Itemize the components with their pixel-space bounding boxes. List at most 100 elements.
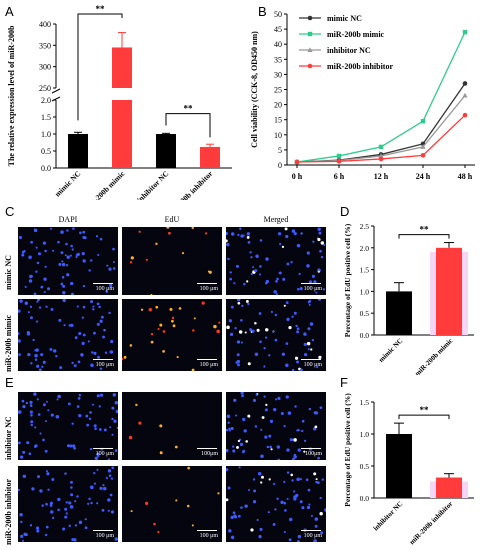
merged-dot [264, 408, 268, 412]
merged-dot [268, 478, 271, 481]
nucleus-dot [41, 365, 44, 368]
nucleus-dot [89, 447, 93, 451]
row-label-inhibitor-nc: inhibitor NC [4, 416, 13, 460]
merged-dot [235, 414, 238, 417]
nucleus-dot [30, 362, 33, 365]
merged-dot [319, 512, 323, 516]
merged-dot [319, 249, 322, 253]
tick-label-a: 350 [39, 41, 51, 50]
nucleus-dot [27, 353, 31, 357]
tick-label-d-y: 1.5 [360, 266, 370, 275]
merged-dot [299, 478, 302, 481]
nucleus-dot [42, 438, 45, 442]
merged-dot [300, 232, 303, 235]
nucleus-dot [45, 525, 49, 529]
merged-dot [228, 319, 232, 323]
nucleus-dot [107, 509, 110, 512]
nucleus-dot [43, 291, 46, 294]
nucleus-dot [109, 283, 113, 288]
nucleus-dot [92, 305, 95, 308]
nucleus-dot [21, 250, 25, 254]
tick-label-d-y: 2.0 [360, 244, 370, 253]
nucleus-dot [108, 474, 112, 477]
merged-dot [226, 325, 230, 330]
merged-dot [253, 489, 257, 493]
nucleus-dot [90, 300, 94, 304]
tick-label-f-y: 0.0 [360, 494, 370, 503]
nucleus-dot [38, 306, 42, 309]
merged-dot [275, 293, 278, 295]
edu-dot [217, 492, 220, 495]
nucleus-dot [35, 320, 39, 323]
nucleus-dot [75, 255, 78, 259]
legend-label-mir-200b-mimic: miR-200b mimic [327, 30, 385, 39]
merged-dot [242, 234, 245, 237]
column-header-edu: EdU [164, 215, 180, 224]
nucleus-dot [81, 316, 84, 319]
panel-label-e: E [5, 375, 14, 390]
merged-dot [275, 279, 278, 283]
nucleus-dot [114, 400, 118, 405]
scale-bar [197, 359, 217, 360]
merged-dot [254, 425, 258, 428]
nucleus-dot [65, 501, 68, 504]
nucleus-dot [110, 339, 114, 344]
scale-bar-label: 100 μm [303, 533, 322, 539]
nucleus-dot [76, 305, 79, 308]
tick-label-b-x: 12 h [374, 172, 389, 181]
merged-dot [255, 254, 259, 258]
edu-dot [128, 435, 133, 440]
merged-dot [313, 411, 317, 415]
nucleus-dot [55, 354, 58, 358]
nucleus-dot [46, 472, 50, 476]
merged-dot [291, 479, 294, 482]
merged-dot [306, 341, 311, 346]
merged-dot [293, 497, 297, 501]
merged-dot [230, 305, 234, 309]
merged-dot [248, 489, 251, 492]
nucleus-dot [36, 261, 40, 265]
merged-dot [228, 529, 232, 533]
scale-bar [301, 359, 321, 360]
merged-dot [291, 315, 294, 318]
merged-dot [239, 227, 242, 230]
nucleus-dot [33, 292, 37, 295]
nucleus-dot [34, 349, 37, 352]
merged-dot [294, 356, 299, 360]
nucleus-dot [107, 458, 111, 460]
nucleus-dot [62, 291, 66, 295]
merged-dot [289, 438, 293, 442]
merged-dot [274, 313, 278, 317]
nucleus-dot [40, 353, 44, 357]
merged-dot [290, 261, 293, 264]
nucleus-dot [35, 348, 39, 352]
merged-dot [293, 311, 297, 315]
nucleus-dot [21, 539, 24, 542]
merged-dot [226, 239, 228, 243]
nucleus-dot [40, 285, 44, 289]
merged-dot [240, 318, 243, 322]
edu-dot [129, 261, 133, 264]
edu-dot [159, 323, 163, 327]
nucleus-dot [96, 302, 100, 306]
nucleus-dot [110, 510, 115, 514]
edu-dot [174, 445, 178, 449]
nucleus-dot [18, 235, 23, 240]
nucleus-dot [71, 422, 74, 425]
nucleus-dot [41, 504, 44, 507]
merged-dot [247, 414, 251, 418]
nucleus-dot [33, 392, 37, 396]
chart-f-edu-inhibitor: 0.0 0.5 1.0 1.5 Percentage of EdU positive c… [343, 393, 474, 546]
nucleus-dot [97, 454, 100, 458]
nucleus-dot [91, 403, 95, 406]
nucleus-dot [85, 414, 89, 418]
nucleus-dot [26, 331, 31, 335]
edu-dot [193, 317, 196, 320]
nucleus-dot [69, 505, 74, 509]
nucleus-dot [106, 264, 109, 267]
merged-dot [299, 500, 303, 504]
nucleus-dot [99, 367, 103, 370]
edu-dot [123, 355, 127, 359]
nucleus-dot [93, 482, 96, 485]
nucleus-dot [30, 420, 34, 424]
